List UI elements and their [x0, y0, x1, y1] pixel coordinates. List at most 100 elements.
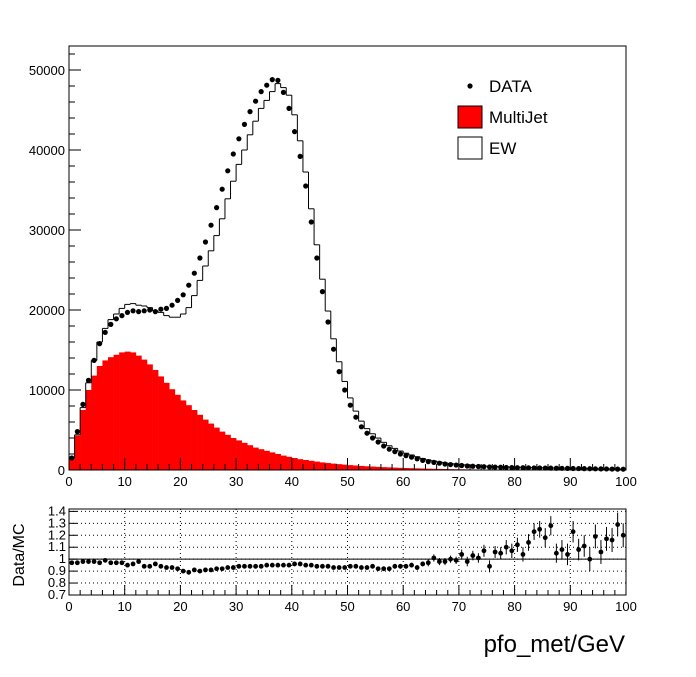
multijet-bar — [348, 465, 354, 470]
multijet-bar — [331, 464, 337, 470]
ratio-x-tick-label: 30 — [229, 599, 243, 614]
ratio-point — [554, 551, 559, 556]
ratio-point — [197, 569, 202, 574]
data-point — [370, 435, 375, 440]
data-point — [186, 283, 191, 288]
ratio-point — [532, 529, 537, 534]
x-tick-label: 40 — [285, 474, 299, 489]
ratio-point — [454, 558, 459, 563]
multijet-bar — [97, 366, 103, 470]
data-point — [342, 387, 347, 392]
ratio-x-tick-label: 90 — [563, 599, 577, 614]
ratio-point — [459, 552, 464, 557]
ratio-point — [342, 565, 347, 570]
ratio-point — [593, 534, 598, 539]
ratio-point — [209, 568, 214, 573]
data-point — [303, 183, 308, 188]
data-point — [225, 168, 230, 173]
data-point — [270, 77, 275, 82]
ratio-point — [565, 552, 570, 557]
multijet-bar — [102, 360, 108, 470]
ratio-point — [75, 560, 80, 565]
data-point — [381, 443, 386, 448]
data-point — [420, 458, 425, 463]
ratio-point — [426, 560, 431, 565]
ratio-point — [253, 564, 258, 569]
y-tick-label: 40000 — [29, 143, 65, 158]
data-point — [409, 455, 414, 460]
ratio-point — [281, 563, 286, 568]
ratio-point — [181, 569, 186, 574]
ratio-point — [420, 562, 425, 567]
data-point — [114, 316, 119, 321]
data-point — [593, 466, 598, 471]
ratio-x-tick-label: 100 — [615, 599, 637, 614]
ratio-point — [320, 564, 325, 569]
data-point — [587, 466, 592, 471]
ratio-point — [236, 564, 241, 569]
ratio-x-tick-label: 80 — [507, 599, 521, 614]
ratio-point — [582, 544, 587, 549]
ratio-point — [214, 566, 219, 571]
data-point — [169, 303, 174, 308]
data-point — [275, 78, 280, 83]
data-point — [108, 322, 113, 327]
data-point — [97, 341, 102, 346]
data-point — [615, 467, 620, 472]
legend-swatch — [458, 106, 482, 128]
multijet-bar — [286, 457, 292, 470]
ratio-point — [470, 553, 475, 558]
data-point — [498, 465, 503, 470]
data-point — [164, 306, 169, 311]
ratio-point — [587, 557, 592, 562]
data-point — [359, 424, 364, 429]
multijet-bar — [336, 464, 342, 470]
multijet-bar — [203, 420, 209, 470]
data-point — [136, 309, 141, 314]
data-point — [253, 99, 258, 104]
multijet-bar — [153, 370, 159, 470]
ratio-point — [370, 564, 375, 569]
data-point — [69, 455, 74, 460]
data-point — [203, 239, 208, 244]
ratio-point — [264, 563, 269, 568]
multijet-bar — [208, 424, 214, 470]
data-point — [353, 415, 358, 420]
ratio-point — [509, 548, 514, 553]
ratio-point — [415, 565, 420, 570]
data-point — [153, 309, 158, 314]
multijet-bar — [264, 451, 270, 470]
data-point — [281, 90, 286, 95]
x-tick-label: 70 — [452, 474, 466, 489]
data-point — [259, 89, 264, 94]
data-point — [86, 378, 91, 383]
multijet-bar — [219, 432, 225, 470]
ratio-point — [359, 565, 364, 570]
data-point — [320, 289, 325, 294]
multijet-bar — [136, 356, 142, 470]
ratio-point — [571, 529, 576, 534]
ratio-point — [331, 565, 336, 570]
ratio-point — [599, 550, 604, 555]
data-point — [325, 319, 330, 324]
multijet-bar — [192, 410, 198, 470]
ratio-point — [225, 565, 230, 570]
data-point — [442, 461, 447, 466]
multijet-bar — [75, 436, 81, 470]
legend-swatch — [458, 137, 482, 159]
multijet-bar — [359, 466, 365, 470]
x-tick-label: 80 — [507, 474, 521, 489]
x-tick-label: 90 — [563, 474, 577, 489]
ratio-point — [159, 564, 164, 569]
multijet-bar — [164, 383, 170, 470]
multijet-bar — [158, 376, 164, 470]
ratio-point — [275, 563, 280, 568]
ratio-point — [164, 565, 169, 570]
ratio-point — [409, 563, 414, 568]
ratio-point — [125, 563, 130, 568]
data-point — [504, 465, 509, 470]
data-point — [220, 187, 225, 192]
